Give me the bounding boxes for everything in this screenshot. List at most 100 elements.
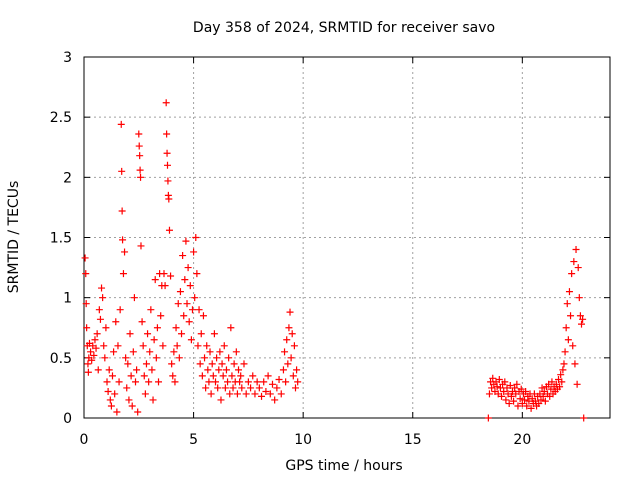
data-point <box>294 378 302 386</box>
data-point <box>167 272 175 280</box>
data-point <box>141 390 149 398</box>
data-point <box>121 248 129 256</box>
data-point <box>493 383 501 391</box>
data-point <box>495 375 503 383</box>
data-point <box>271 396 279 404</box>
data-point <box>570 258 578 266</box>
data-point <box>282 378 290 386</box>
x-tick-label: 15 <box>404 432 422 448</box>
data-point <box>208 360 216 368</box>
data-point <box>572 246 580 254</box>
data-point <box>153 324 161 332</box>
data-point <box>163 149 171 157</box>
data-point <box>82 270 90 278</box>
data-point <box>484 414 492 422</box>
data-point <box>556 383 564 391</box>
data-point <box>228 372 236 380</box>
data-point <box>182 237 190 245</box>
data-point <box>523 402 531 410</box>
data-point <box>142 360 150 368</box>
data-point <box>284 360 292 368</box>
data-point <box>559 366 567 374</box>
data-point <box>137 173 145 181</box>
data-point <box>580 414 588 422</box>
data-point <box>275 375 283 383</box>
data-point <box>273 384 281 392</box>
data-point <box>82 300 90 308</box>
data-point <box>134 408 142 416</box>
data-point <box>92 344 100 352</box>
data-point <box>187 336 195 344</box>
data-point <box>178 330 186 338</box>
data-point <box>242 390 250 398</box>
data-point <box>500 388 508 396</box>
data-point <box>557 371 565 379</box>
data-point <box>159 342 167 350</box>
data-point <box>565 288 573 296</box>
data-point <box>147 306 155 314</box>
data-point <box>489 374 497 382</box>
data-point <box>235 366 243 374</box>
data-point <box>281 348 289 356</box>
data-point <box>253 378 261 386</box>
data-point <box>124 360 132 368</box>
data-point <box>119 236 127 244</box>
data-point <box>99 294 107 302</box>
data-point <box>224 378 232 386</box>
data-point <box>104 388 112 396</box>
data-point <box>132 378 140 386</box>
data-point <box>203 342 211 350</box>
data-point <box>548 378 556 386</box>
data-point <box>191 294 199 302</box>
data-point <box>247 384 255 392</box>
data-point <box>251 390 259 398</box>
data-point <box>230 360 238 368</box>
data-point <box>198 372 206 380</box>
data-point <box>113 408 121 416</box>
data-point <box>502 396 510 404</box>
data-point <box>233 390 241 398</box>
data-point <box>95 306 103 314</box>
data-point <box>137 242 145 250</box>
data-point <box>283 336 291 344</box>
data-point <box>510 397 518 405</box>
data-point <box>511 384 519 392</box>
data-point <box>140 372 148 380</box>
data-point <box>238 384 246 392</box>
data-point <box>237 372 245 380</box>
data-point <box>133 366 141 374</box>
data-point <box>219 372 227 380</box>
data-point <box>117 120 125 128</box>
data-point <box>102 324 110 332</box>
data-point <box>266 390 274 398</box>
data-point <box>516 395 524 403</box>
data-point <box>183 300 191 308</box>
data-point <box>496 384 504 392</box>
data-point <box>501 378 509 386</box>
data-point <box>122 354 130 362</box>
data-point <box>192 234 200 241</box>
data-point <box>87 348 95 356</box>
data-point <box>169 372 177 380</box>
data-point <box>100 342 108 350</box>
data-point <box>135 130 143 138</box>
data-point <box>575 294 583 302</box>
data-point <box>518 400 526 408</box>
data-point <box>268 380 276 388</box>
data-point <box>138 318 146 326</box>
data-point <box>84 360 92 368</box>
data-point <box>563 300 571 308</box>
data-point <box>118 167 126 175</box>
data-point <box>521 396 529 404</box>
data-point <box>165 226 173 234</box>
data-point <box>161 282 169 290</box>
data-point <box>289 372 297 380</box>
data-point <box>188 306 196 314</box>
data-point <box>184 264 192 272</box>
data-point <box>145 378 153 386</box>
data-point <box>262 388 270 396</box>
data-point <box>119 270 127 278</box>
data-point <box>216 348 224 356</box>
